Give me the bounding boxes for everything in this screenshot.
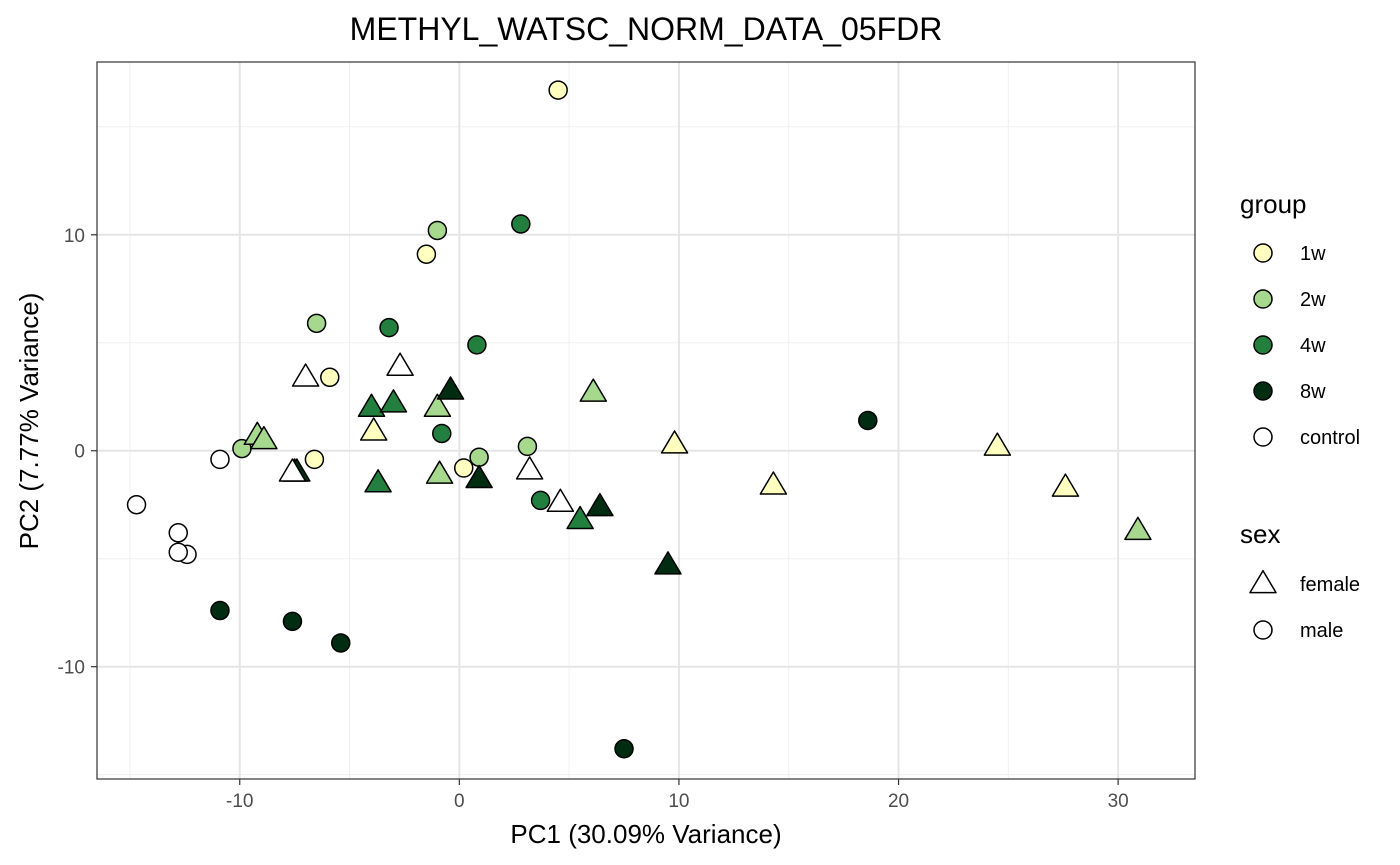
data-point-4w-female bbox=[379, 389, 408, 413]
data-point-control-male bbox=[126, 494, 147, 515]
y-tick-label: -10 bbox=[58, 658, 85, 679]
data-point-4w-male bbox=[530, 490, 551, 511]
legend-label-4w: 4w bbox=[1300, 335, 1326, 357]
legend-sex-entries: female male bbox=[1249, 569, 1360, 642]
data-point-1w-male bbox=[304, 449, 325, 470]
data-point-2w-male bbox=[469, 447, 489, 467]
data-point-8w-male bbox=[210, 600, 230, 621]
legend-label-8w: 8w bbox=[1300, 381, 1326, 403]
x-tick-label: 10 bbox=[668, 791, 689, 812]
legend-group-entries: 1w 2w 4w 8w control bbox=[1253, 243, 1360, 449]
data-point-control-male bbox=[168, 523, 189, 543]
y-tick-label: 0 bbox=[74, 442, 85, 463]
data-point-4w-male bbox=[467, 335, 487, 355]
major-gridlines bbox=[97, 62, 1195, 779]
legend-key-male bbox=[1253, 620, 1273, 640]
data-point-1w-female bbox=[1051, 473, 1080, 497]
data-point-2w-female bbox=[1124, 516, 1152, 541]
data-point-8w-female bbox=[586, 492, 614, 517]
legend-key-1w bbox=[1253, 243, 1273, 263]
data-point-control-female bbox=[515, 456, 544, 480]
data-point-2w-female bbox=[423, 393, 452, 417]
data-point-control-female bbox=[278, 458, 307, 482]
x-tick-label: 0 bbox=[454, 791, 465, 812]
data-point-8w-male bbox=[282, 611, 303, 632]
data-point-2w-female bbox=[425, 460, 454, 484]
data-point-4w-female bbox=[357, 393, 386, 417]
legend-label-control: control bbox=[1300, 427, 1360, 449]
legend-key-control bbox=[1253, 427, 1273, 447]
y-axis-ticks: -10 0 10 bbox=[58, 226, 97, 679]
legend: group 1w 2w 4w 8w control sex female male bbox=[1240, 189, 1360, 642]
data-point-1w-male bbox=[320, 367, 340, 388]
x-tick-label: -10 bbox=[226, 791, 253, 812]
data-point-4w-female bbox=[566, 505, 594, 530]
x-tick-label: 30 bbox=[1108, 791, 1129, 812]
data-point-control-female bbox=[546, 488, 575, 512]
legend-label-1w: 1w bbox=[1300, 243, 1326, 265]
y-tick-label: 10 bbox=[64, 226, 85, 247]
data-point-1w-female bbox=[660, 430, 689, 454]
data-point-control-male bbox=[210, 449, 230, 470]
data-point-8w-female bbox=[465, 464, 493, 489]
data-point-4w-male bbox=[379, 317, 399, 338]
data-point-control-female bbox=[386, 352, 414, 376]
data-point-2w-female bbox=[579, 378, 608, 402]
y-axis-label: PC2 (7.77% Variance) bbox=[14, 293, 44, 550]
data-point-8w-male bbox=[614, 739, 634, 759]
data-point-8w-male bbox=[858, 410, 878, 431]
x-axis-ticks: -10 0 10 20 30 bbox=[226, 779, 1129, 812]
x-axis-label: PC1 (30.09% Variance) bbox=[510, 819, 781, 849]
data-point-8w-female bbox=[654, 551, 682, 575]
legend-label-2w: 2w bbox=[1300, 289, 1326, 311]
data-point-8w-female bbox=[436, 376, 465, 400]
data-point-1w-female bbox=[359, 417, 388, 441]
legend-label-female: female bbox=[1300, 574, 1360, 596]
chart-title: METHYL_WATSC_NORM_DATA_05FDR bbox=[350, 11, 943, 47]
data-point-4w-male bbox=[432, 423, 452, 444]
data-points bbox=[126, 80, 1152, 759]
legend-key-2w bbox=[1253, 289, 1273, 309]
x-tick-label: 20 bbox=[888, 791, 909, 812]
data-point-8w-male bbox=[331, 633, 351, 653]
data-point-control-female bbox=[291, 363, 320, 387]
data-point-1w-male bbox=[416, 244, 437, 264]
data-point-1w-male bbox=[548, 80, 568, 100]
plot-panel-border bbox=[96, 61, 1196, 780]
data-point-4w-male bbox=[511, 214, 531, 234]
legend-sex-title: sex bbox=[1240, 519, 1280, 549]
data-point-2w-female bbox=[250, 425, 278, 450]
legend-key-8w bbox=[1253, 381, 1273, 401]
legend-group-title: group bbox=[1240, 189, 1307, 219]
data-point-2w-male bbox=[306, 313, 327, 334]
data-point-1w-male bbox=[453, 458, 474, 478]
data-point-control-male bbox=[168, 542, 189, 562]
legend-key-4w bbox=[1253, 335, 1273, 355]
minor-gridlines bbox=[97, 62, 1195, 779]
legend-label-male: male bbox=[1300, 620, 1343, 642]
data-point-2w-male bbox=[517, 436, 538, 457]
data-point-2w-male bbox=[427, 220, 448, 241]
data-point-4w-female bbox=[364, 469, 392, 493]
data-point-1w-female bbox=[983, 432, 1012, 456]
data-point-1w-female bbox=[759, 471, 788, 495]
legend-key-female bbox=[1249, 569, 1277, 594]
